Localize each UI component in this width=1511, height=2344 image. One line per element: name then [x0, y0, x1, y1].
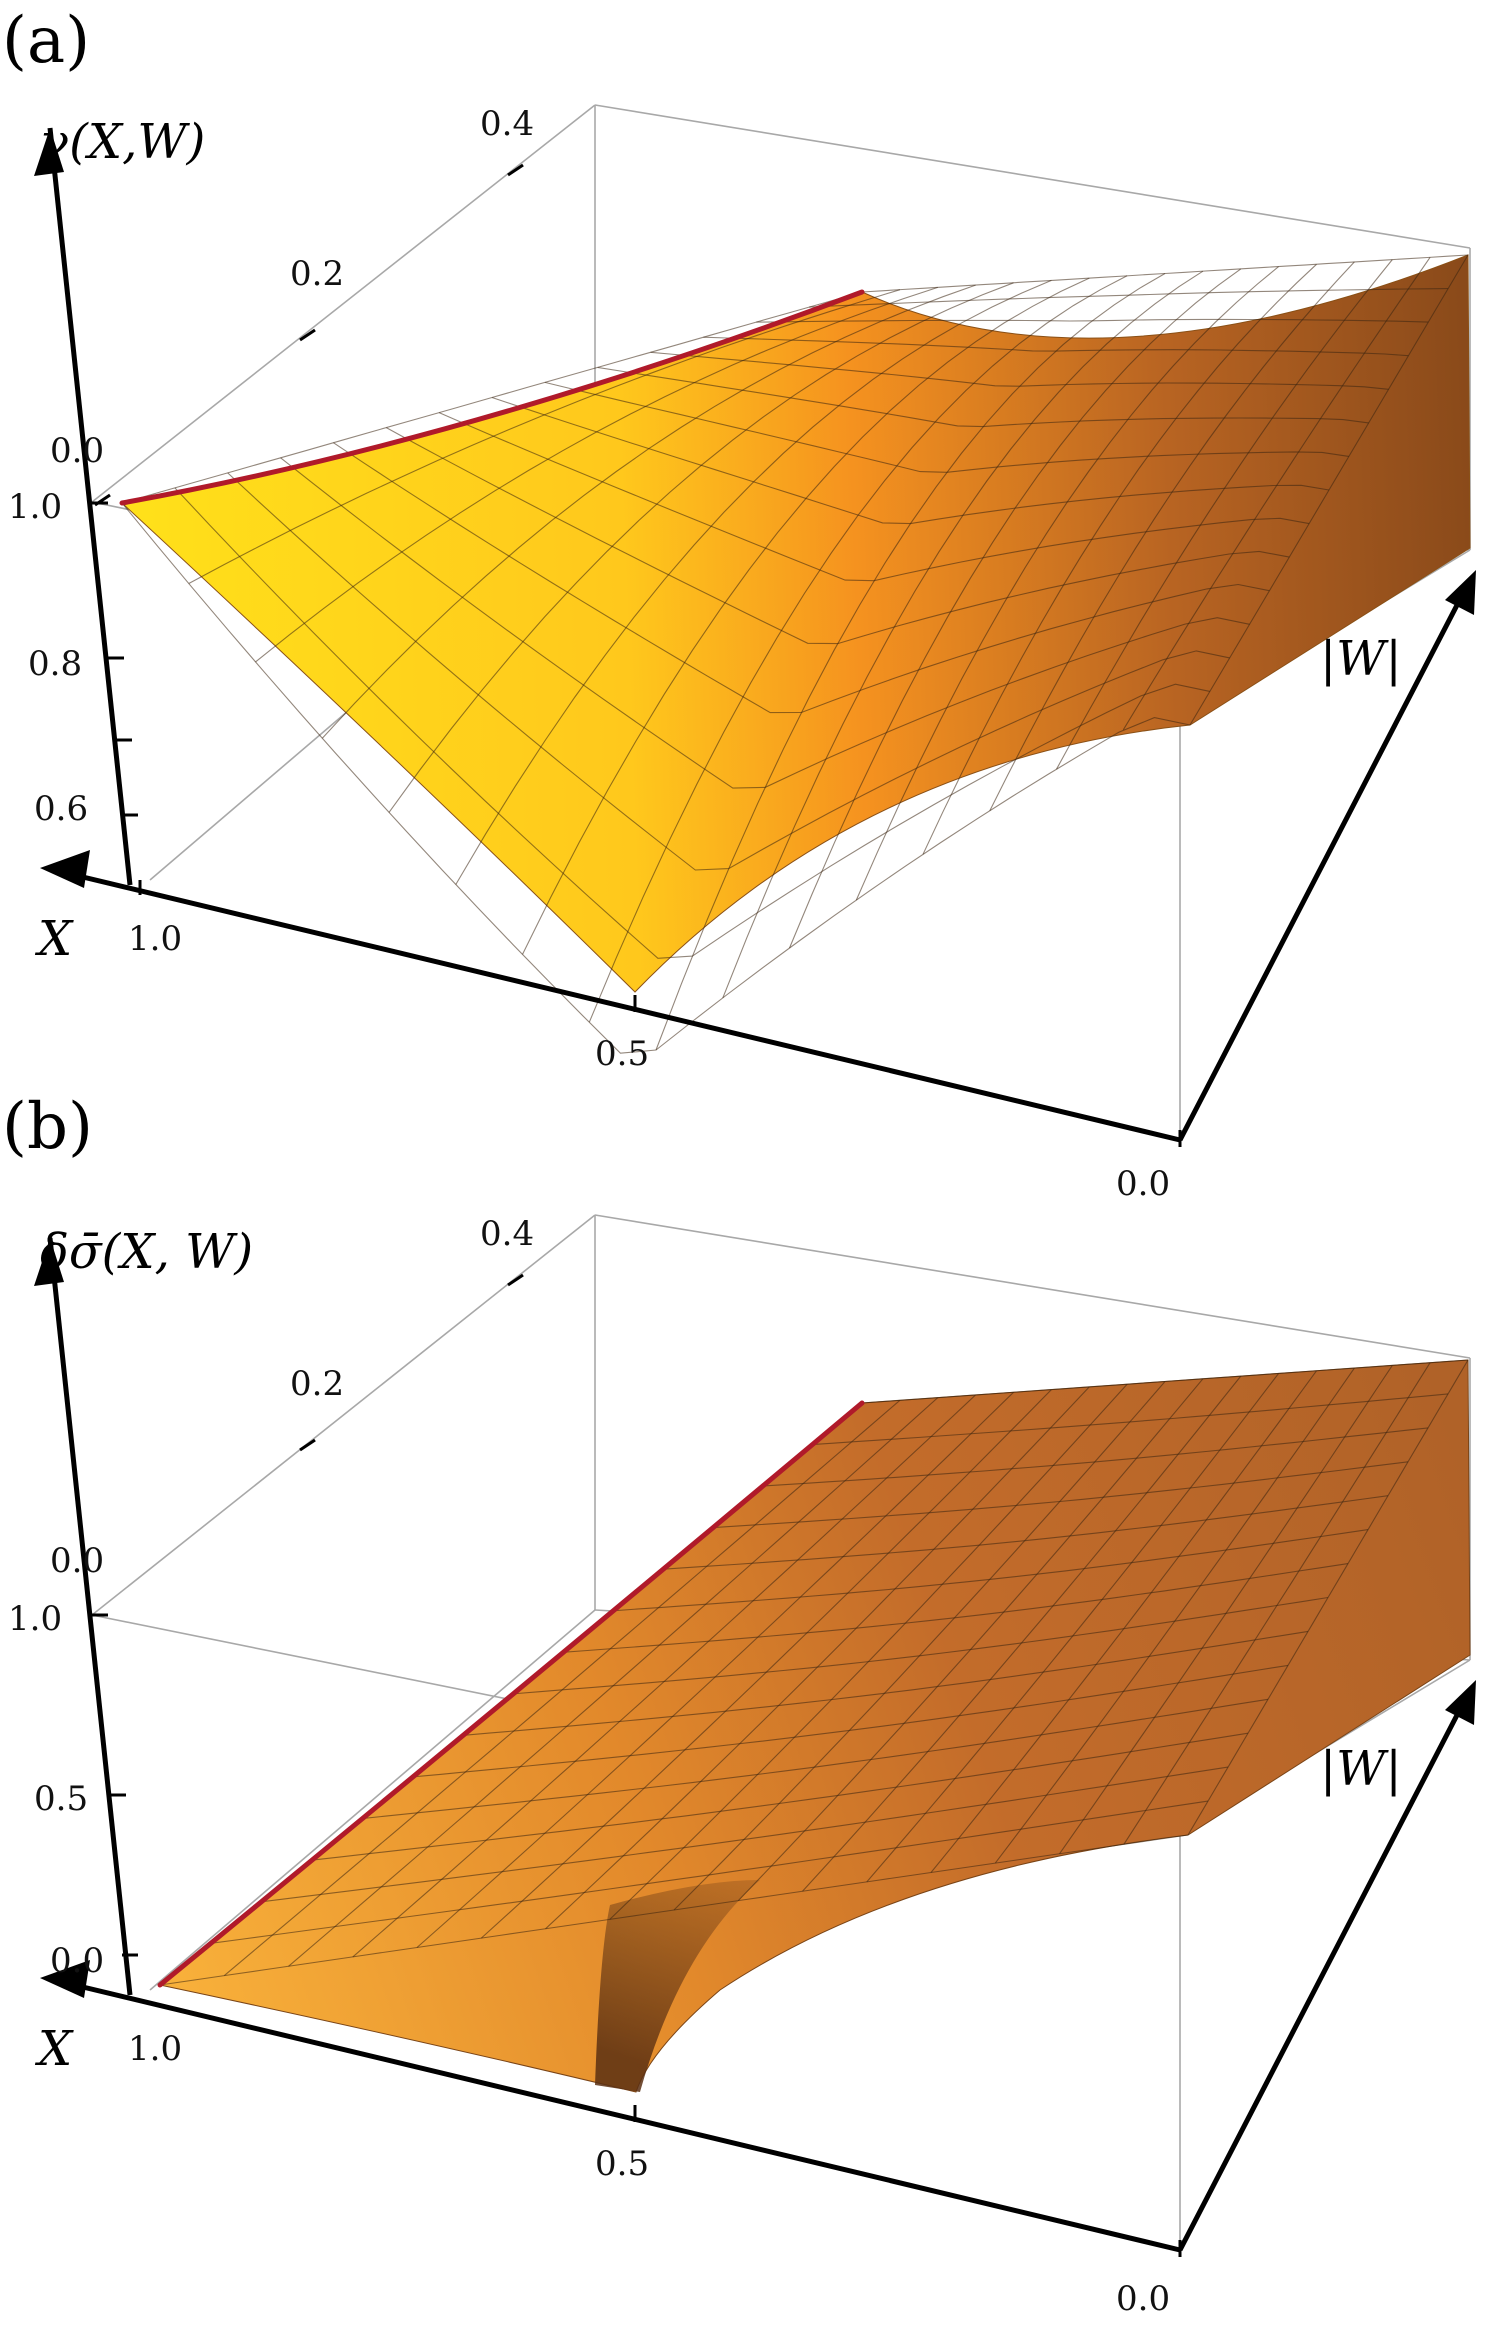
- panel-a-w-tick-0-label: 0.0: [50, 431, 104, 471]
- mesh-line-w: [861, 1359, 1469, 1404]
- panel-a: (a): [2, 4, 1476, 1204]
- panel-a-w-axis: [1177, 578, 1473, 1142]
- panel-b-axes: δσ̄(X, W) X |W| 1.0 0.5 0.0 0.2 0.4 0.0 …: [8, 1214, 1476, 2319]
- panel-b-z-tick-1: 1.0: [8, 1599, 62, 1639]
- mesh-line-w: [438, 412, 1310, 582]
- panel-b-x-arrow: [40, 1960, 90, 1998]
- panel-b-x-tick-2: 0.5: [595, 2144, 649, 2184]
- panel-a-z-arrow: [34, 128, 64, 176]
- panel-a-x-axis: [61, 869, 1181, 1143]
- mesh-line-w: [756, 318, 1429, 323]
- mesh-line-w: [460, 1630, 1309, 1737]
- panel-a-w-arrow: [1445, 570, 1476, 615]
- mesh-line-w: [333, 442, 1270, 714]
- panel-b-ticks: [92, 1273, 1182, 2257]
- panel-b-x-title: X: [34, 2021, 74, 2077]
- panel-a-axes: ν(X,W) X |W| 1.0 0.5 0.0 0.2 0.4 0.0 1.0…: [8, 104, 1476, 1204]
- panel-a-w-tick-3: 0.4: [480, 104, 534, 144]
- panel-b-w-title: |W|: [1320, 1741, 1402, 1797]
- mesh-line-w: [861, 254, 1469, 293]
- panel-b-z-tick-3: 0.0: [50, 1941, 104, 1981]
- mesh-line-w: [661, 1495, 1389, 1570]
- panel-b-z-title: δσ̄(X, W): [40, 1224, 253, 1280]
- mesh-line-w: [410, 1664, 1289, 1778]
- mesh-line-w: [703, 336, 1409, 357]
- mesh-line-w: [210, 1800, 1209, 1944]
- panel-a-z-tick-1: 1.0: [8, 487, 62, 527]
- panel-b-x-tick-1: 1.0: [128, 2029, 182, 2069]
- panel-a-z-tick-3: 0.6: [34, 789, 88, 829]
- panel-a-w-tick-2: 0.2: [290, 254, 344, 294]
- mesh-line-w: [227, 472, 1230, 871]
- panel-b-w-tick-2: 0.2: [290, 1364, 344, 1404]
- panel-b-w-tick-3: 0.4: [480, 1214, 534, 1254]
- panel-b-w-tick-0-label: 0.0: [50, 1541, 104, 1581]
- panel-b-label: (b): [2, 1090, 93, 1164]
- surface-a-mesh: [121, 254, 1469, 1054]
- mesh-line-w: [510, 1596, 1329, 1695]
- mesh-line-w: [597, 366, 1369, 428]
- panel-a-surface: [119, 254, 1471, 1054]
- mesh-line-w: [386, 427, 1290, 645]
- mesh-line-w: [360, 1698, 1269, 1820]
- mesh-line-w: [811, 1393, 1449, 1446]
- mesh-line-w: [491, 396, 1330, 525]
- mesh-line-w: [650, 351, 1389, 390]
- panel-a-x-arrow: [40, 850, 90, 888]
- mesh-line-w: [260, 1766, 1229, 1903]
- panel-b: (b): [2, 1090, 1476, 2319]
- panel-a-z-tick-2: 0.8: [28, 644, 82, 684]
- panel-a-w-title: |W|: [1320, 631, 1402, 687]
- mesh-line-w: [121, 502, 1191, 1054]
- panel-b-x-axis: [61, 1979, 1181, 2253]
- panel-a-z-axis: [47, 127, 133, 886]
- panel-b-w-tick-1: 0.0: [1116, 2279, 1170, 2319]
- mesh-line-w: [310, 1732, 1249, 1861]
- mesh-line-w: [761, 1427, 1429, 1487]
- panel-a-ticks: [92, 163, 1182, 1147]
- mesh-line-w: [561, 1563, 1349, 1653]
- panel-a-label: (a): [2, 4, 90, 78]
- mesh-line-w: [611, 1529, 1369, 1612]
- panel-a-x-title: X: [34, 911, 74, 967]
- panel-b-z-tick-2: 0.5: [34, 1779, 88, 1819]
- mesh-line-w: [544, 381, 1349, 473]
- surface-b-mesh: [159, 1359, 1469, 1986]
- surface-a-red-edge: [119, 289, 865, 506]
- surface-b-red-edge: [157, 1400, 865, 1988]
- panel-b-z-axis: [47, 1237, 133, 1996]
- panel-a-z-title: ν(X,W): [40, 114, 205, 170]
- surface-b: [158, 1359, 1471, 2093]
- mesh-line-w: [809, 288, 1449, 308]
- surface-b-shadow: [595, 1880, 760, 2092]
- panel-a-x-tick-2: 0.5: [595, 1034, 649, 1074]
- panel-b-surface: [157, 1359, 1471, 2093]
- panel-b-w-arrow: [1445, 1680, 1476, 1725]
- panel-b-w-axis: [1177, 1688, 1473, 2252]
- mesh-line-w: [280, 457, 1250, 789]
- panel-a-x-tick-1: 1.0: [128, 919, 182, 959]
- panel-b-z-arrow: [34, 1238, 64, 1286]
- mesh-line-w: [159, 1834, 1189, 1986]
- panel-a-w-tick-1: 0.0: [1116, 1164, 1170, 1204]
- mesh-line-w: [174, 487, 1211, 959]
- mesh-line-w: [711, 1461, 1409, 1529]
